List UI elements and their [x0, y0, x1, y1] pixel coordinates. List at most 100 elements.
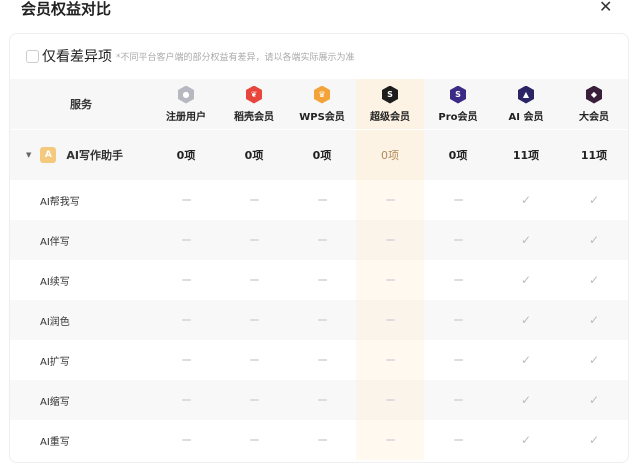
dash-icon: [453, 319, 463, 321]
dash-icon: [181, 399, 191, 401]
check-icon: ✓: [520, 313, 532, 327]
dash-icon: [317, 319, 327, 321]
feature-cell: ✓: [560, 260, 628, 300]
feature-label: AI续写: [40, 276, 70, 288]
ai-writing-icon: A: [40, 147, 57, 163]
feature-cell: [152, 220, 220, 260]
group-label-cell[interactable]: ▼ A AI写作助手: [10, 147, 152, 163]
feature-cell: [288, 180, 356, 220]
dash-icon: [385, 319, 395, 321]
dash-icon: [249, 439, 259, 441]
feature-cell: [356, 420, 424, 460]
close-icon[interactable]: ✕: [599, 0, 613, 16]
feature-cell: [152, 420, 220, 460]
feature-cell: ✓: [492, 260, 560, 300]
feature-cell: [288, 300, 356, 340]
check-icon: ✓: [520, 393, 532, 407]
table-row: AI续写 ✓ ✓: [10, 260, 628, 300]
user-icon: ●: [178, 85, 194, 104]
check-icon: ✓: [588, 353, 600, 367]
feature-cell: [220, 340, 288, 380]
table-row: AI缩写 ✓ ✓: [10, 380, 628, 420]
group-count: 11项: [580, 149, 608, 162]
feature-cell: [356, 220, 424, 260]
feature-cell: [220, 420, 288, 460]
dash-icon: [385, 199, 395, 201]
dash-icon: [385, 399, 395, 401]
diff-only-checkbox[interactable]: [26, 49, 39, 63]
column-label: AI 会员: [508, 111, 544, 123]
column-label: Pro会员: [438, 111, 478, 123]
dash-icon: [249, 399, 259, 401]
check-icon: ✓: [588, 393, 600, 407]
dash-icon: [181, 279, 191, 281]
big-member-icon: ◆: [586, 85, 602, 104]
group-count: 0项: [312, 149, 332, 162]
feature-cell: [288, 220, 356, 260]
feature-cell: [424, 300, 492, 340]
feature-cell: [152, 380, 220, 420]
super-s-icon: S: [382, 85, 398, 104]
feature-cell: [288, 380, 356, 420]
table-row: AI伴写 ✓ ✓: [10, 220, 628, 260]
feature-cell: ✓: [492, 380, 560, 420]
feature-cell: [424, 220, 492, 260]
check-icon: ✓: [520, 233, 532, 247]
column-label: 超级会员: [370, 111, 410, 123]
pro-s-icon: S: [450, 85, 466, 104]
feature-cell: ✓: [560, 300, 628, 340]
feature-cell: ✓: [492, 340, 560, 380]
dash-icon: [317, 279, 327, 281]
dash-icon: [453, 239, 463, 241]
feature-cell: ✓: [560, 220, 628, 260]
dialog-title: 会员权益对比: [21, 0, 112, 18]
docer-icon: ❦: [246, 85, 262, 104]
dash-icon: [249, 319, 259, 321]
feature-cell: ✓: [560, 180, 628, 220]
group-row-ai-writing[interactable]: ▼ A AI写作助手 0项 0项 0项 0项 0项 11项 11项: [10, 130, 628, 180]
feature-cell: [424, 180, 492, 220]
group-count-cell: 0项: [288, 130, 356, 180]
feature-cell: [220, 260, 288, 300]
crown-icon: ♛: [314, 85, 330, 104]
benefits-table: 服务 ● 注册用户 ❦ 稻壳会员 ♛ WPS会员 S 超级会员 S Pro会员 ▲ AI 会员 ◆ 大会员…: [10, 79, 628, 460]
dash-icon: [453, 399, 463, 401]
feature-label: AI缩写: [40, 396, 70, 408]
feature-cell: [220, 220, 288, 260]
feature-cell: [424, 380, 492, 420]
feature-label: AI扩写: [40, 356, 70, 368]
column-header: ● 注册用户: [152, 79, 220, 129]
feature-cell: ✓: [492, 220, 560, 260]
column-label: 注册用户: [166, 111, 206, 123]
feature-label: AI伴写: [40, 236, 70, 248]
column-header: S Pro会员: [424, 79, 492, 129]
feature-cell: ✓: [492, 180, 560, 220]
table-row: AI帮我写 ✓ ✓: [10, 180, 628, 220]
dash-icon: [453, 279, 463, 281]
feature-cell: [288, 340, 356, 380]
dash-icon: [385, 439, 395, 441]
diff-only-label[interactable]: 仅看差异项: [42, 49, 112, 65]
table-header: 服务 ● 注册用户 ❦ 稻壳会员 ♛ WPS会员 S 超级会员 S Pro会员 ▲ AI 会员 ◆ 大会员: [10, 79, 628, 129]
dash-icon: [249, 359, 259, 361]
dash-icon: [317, 239, 327, 241]
column-label: WPS会员: [299, 111, 345, 123]
check-icon: ✓: [520, 273, 532, 287]
check-icon: ✓: [588, 433, 600, 447]
feature-cell: ✓: [492, 300, 560, 340]
feature-cell: [220, 180, 288, 220]
check-icon: ✓: [520, 433, 532, 447]
expand-triangle-icon[interactable]: ▼: [26, 151, 32, 159]
column-header: ♛ WPS会员: [288, 79, 356, 129]
platform-note: *不同平台客户端的部分权益有差异，请以各端实际展示为准: [116, 52, 355, 63]
feature-label: AI润色: [40, 316, 70, 328]
dash-icon: [453, 439, 463, 441]
dash-icon: [181, 319, 191, 321]
dash-icon: [385, 279, 395, 281]
group-count-cell: 0项: [152, 130, 220, 180]
feature-cell: [152, 300, 220, 340]
check-icon: ✓: [588, 233, 600, 247]
diff-filter[interactable]: 仅看差异项 *不同平台客户端的部分权益有差异，请以各端实际展示为准: [26, 46, 355, 66]
group-count: 0项: [381, 149, 399, 162]
group-count: 0项: [244, 149, 264, 162]
